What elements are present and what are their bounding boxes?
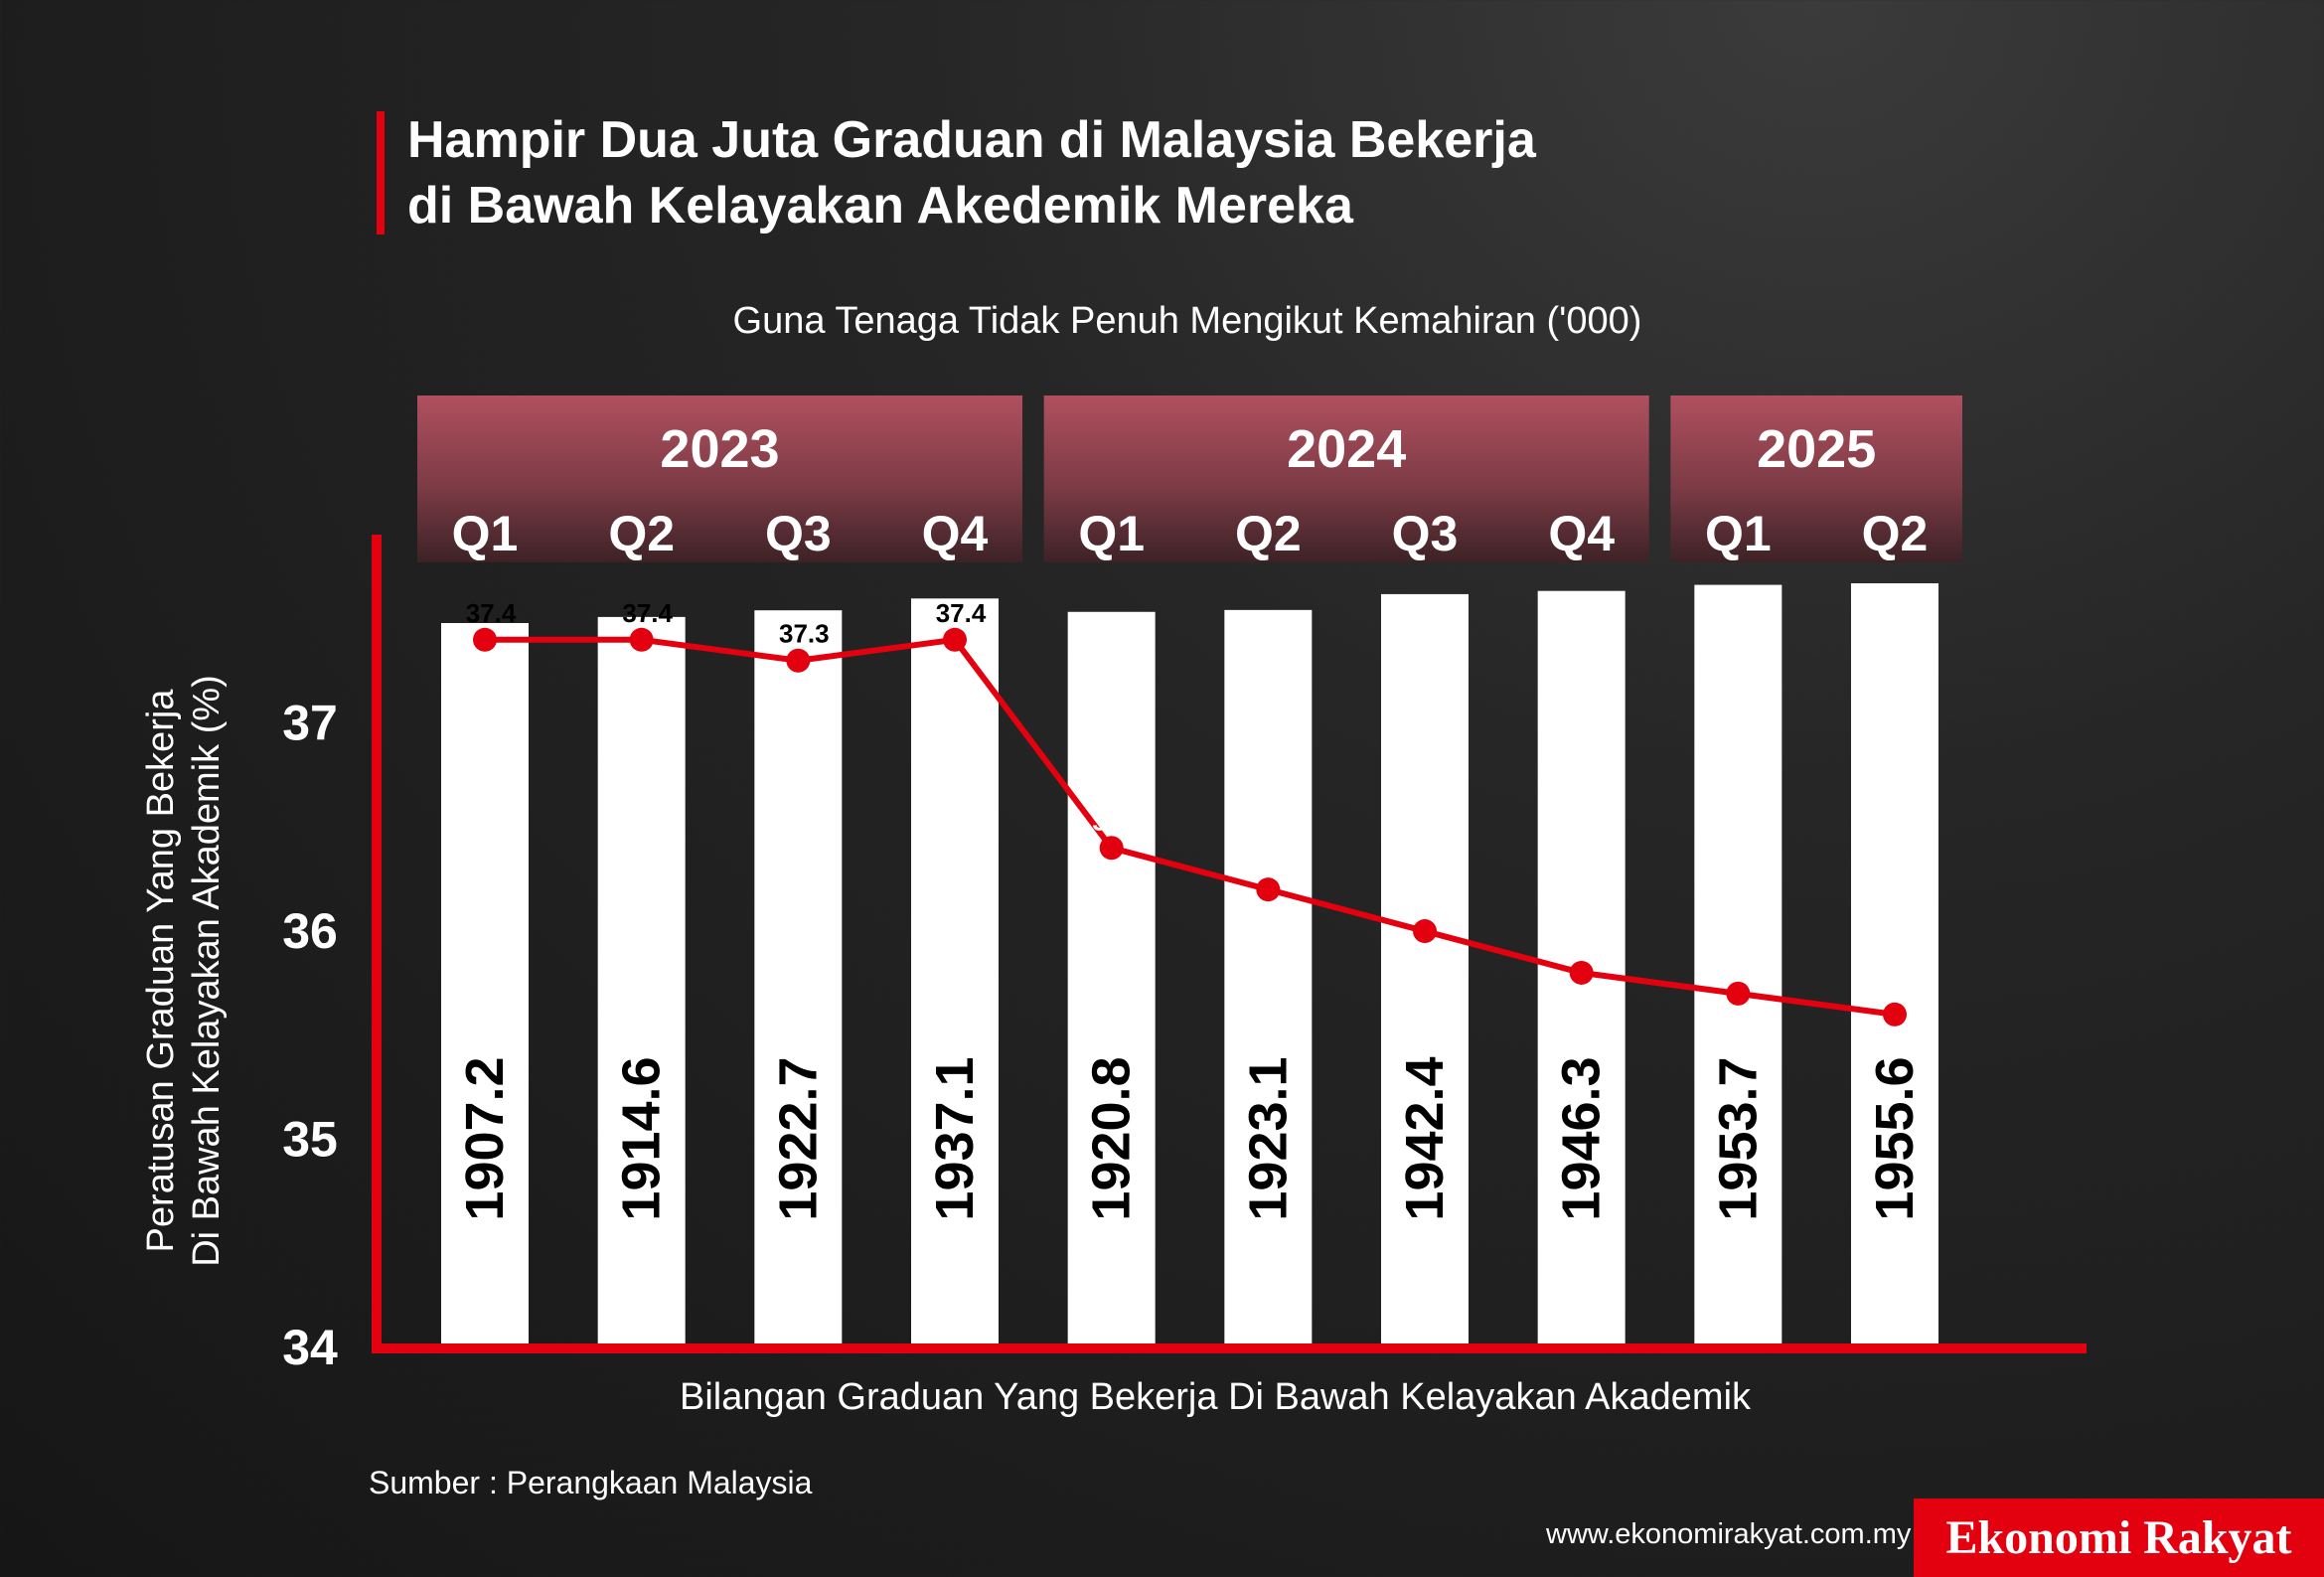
line-value-label: 35.6 bbox=[1876, 973, 1927, 1003]
bar-value-label: 1946.3 bbox=[1552, 1056, 1612, 1220]
y-axis-title-line-1: Peratusan Graduan Yang Bekerja bbox=[140, 689, 182, 1253]
line-value-label: 37.4 bbox=[936, 598, 987, 628]
bar-value-label: 1914.6 bbox=[612, 1056, 672, 1220]
line-point bbox=[1569, 960, 1594, 985]
quarter-label: Q1 bbox=[1078, 506, 1145, 561]
bar bbox=[1694, 584, 1782, 1347]
y-tick-label: 37 bbox=[282, 696, 338, 751]
bar bbox=[1067, 611, 1156, 1347]
quarter-label: Q3 bbox=[1392, 506, 1459, 561]
title-line-2: di Bawah Kelayakan Akedemik Mereka bbox=[407, 177, 1353, 235]
line-point bbox=[1883, 1002, 1907, 1026]
bar bbox=[911, 598, 999, 1347]
bar bbox=[441, 623, 529, 1347]
website-url[interactable]: www.ekonomirakyat.com.my bbox=[1546, 1518, 1912, 1550]
y-tick-label: 35 bbox=[282, 1112, 338, 1168]
year-label-2025: 2025 bbox=[1757, 419, 1876, 479]
year-label-2023: 2023 bbox=[660, 419, 779, 479]
line-point bbox=[473, 627, 497, 652]
bar-value-label: 1922.7 bbox=[768, 1056, 828, 1220]
bar-value-label: 1907.2 bbox=[455, 1056, 515, 1220]
line-value-label: 35.8 bbox=[1562, 931, 1613, 961]
bar bbox=[754, 610, 843, 1347]
year-header-2024 bbox=[1043, 395, 1649, 562]
source-note: Sumber : Perangkaan Malaysia bbox=[369, 1465, 813, 1500]
brand-logo-text: Ekonomi Rakyat bbox=[1945, 1511, 2292, 1564]
quarter-label: Q4 bbox=[1548, 506, 1615, 561]
line-value-label: 37.4 bbox=[466, 598, 517, 628]
year-header-2025 bbox=[1670, 395, 1962, 562]
bar bbox=[1381, 593, 1469, 1347]
quarter-label: Q3 bbox=[765, 506, 832, 561]
y-tick-label: 36 bbox=[282, 903, 338, 959]
year-header-2023 bbox=[417, 395, 1022, 562]
quarter-label: Q1 bbox=[1705, 506, 1772, 561]
x-axis-line bbox=[372, 1343, 2087, 1353]
y-tick-label: 34 bbox=[282, 1320, 338, 1375]
line-value-label: 35.7 bbox=[1719, 952, 1770, 982]
bar-value-label: 1920.8 bbox=[1082, 1056, 1142, 1220]
bar bbox=[597, 616, 686, 1347]
line-value-label: 37.4 bbox=[622, 598, 673, 628]
line-value-label: 36 bbox=[1417, 889, 1446, 919]
y-axis-title-line-2: Di Bawah Kelayakan Akademik (%) bbox=[186, 675, 228, 1267]
line-value-label: 37.3 bbox=[779, 619, 830, 649]
line-value-label: 36.2 bbox=[1249, 848, 1300, 877]
bar-value-label: 1923.1 bbox=[1238, 1056, 1298, 1220]
brand-logo: Ekonomi Rakyat bbox=[1914, 1498, 2324, 1577]
line-series bbox=[485, 636, 1896, 1018]
line-point bbox=[629, 627, 654, 652]
y-axis-line bbox=[372, 535, 382, 1353]
quarter-label: Q4 bbox=[922, 506, 989, 561]
line-point bbox=[1413, 919, 1437, 944]
line-point bbox=[1099, 836, 1124, 861]
x-axis-title: Bilangan Graduan Yang Bekerja Di Bawah K… bbox=[679, 1376, 1752, 1418]
line-point bbox=[1256, 877, 1281, 902]
line-point bbox=[943, 627, 967, 652]
bar-value-label: 1955.6 bbox=[1865, 1056, 1925, 1220]
bar-value-label: 1942.4 bbox=[1395, 1056, 1455, 1220]
quarter-label: Q1 bbox=[452, 506, 519, 561]
bar bbox=[1851, 583, 1938, 1347]
title-accent-bar bbox=[377, 111, 385, 235]
quarter-label: Q2 bbox=[1862, 506, 1929, 561]
chart-title: Guna Tenaga Tidak Penuh Mengikut Kemahir… bbox=[732, 300, 1642, 342]
page-title: Hampir Dua Juta Graduan di Malaysia Beke… bbox=[407, 107, 1536, 238]
line-point bbox=[1726, 981, 1751, 1006]
bar-value-label: 1937.1 bbox=[925, 1056, 985, 1220]
quarter-label: Q2 bbox=[608, 506, 675, 561]
y-axis-title: Peratusan Graduan Yang Bekerja Di Bawah … bbox=[138, 675, 230, 1267]
bar-value-label: 1953.7 bbox=[1708, 1056, 1768, 1220]
line-point bbox=[786, 648, 811, 673]
quarter-label: Q2 bbox=[1235, 506, 1302, 561]
line-value-label: 36.4 bbox=[1092, 806, 1143, 836]
year-label-2024: 2024 bbox=[1287, 419, 1406, 479]
bar bbox=[1224, 609, 1313, 1347]
title-line-1: Hampir Dua Juta Graduan di Malaysia Beke… bbox=[407, 111, 1536, 169]
